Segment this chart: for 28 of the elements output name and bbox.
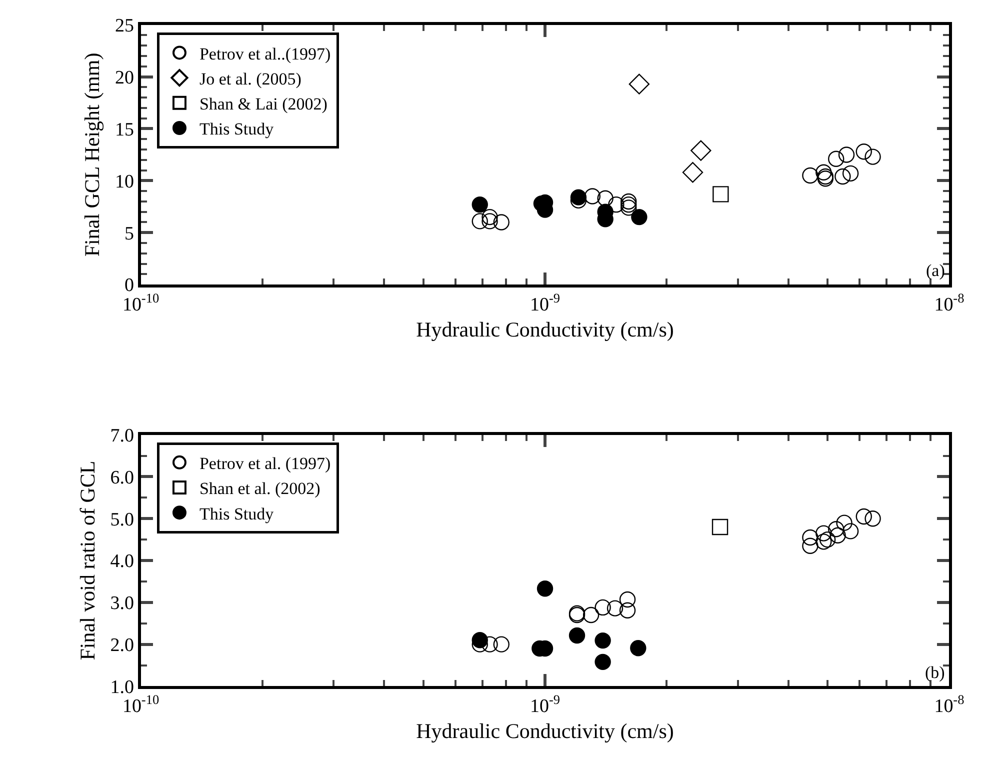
legend-label: Shan & Lai (2002) xyxy=(199,94,328,114)
legend-label: This Study xyxy=(199,504,274,524)
legend-label: Petrov et al. (1997) xyxy=(199,454,331,474)
annotation: (b) xyxy=(925,663,945,682)
legend-label: Jo et al. (2005) xyxy=(199,69,302,88)
y-tick-label: 4.0 xyxy=(110,551,134,572)
annotation: (a) xyxy=(926,261,945,280)
x-tick-label: 10$^{-9}$ xyxy=(530,290,560,316)
legend-label: Petrov et al..(1997) xyxy=(199,44,331,64)
y-tick-label: 10 xyxy=(115,171,134,192)
y-tick-label: 25 xyxy=(115,16,134,37)
x-tick-label: 10$^{-8}$ xyxy=(934,692,965,718)
y-tick-label: 5.0 xyxy=(110,509,134,530)
x-axis-title: Hydraulic Conductivity (cm/s) xyxy=(416,318,674,342)
x-tick-label: 10$^{-9}$ xyxy=(530,692,560,718)
y-tick-label: 2.0 xyxy=(110,634,134,656)
y-axis-title: Final void ratio of GCL xyxy=(75,460,100,660)
y-tick-label: 7.0 xyxy=(110,425,134,446)
y-axis-title: Final GCL Height (mm) xyxy=(80,52,104,257)
y-tick-label: 20 xyxy=(115,67,134,88)
y-tick-label: 15 xyxy=(115,119,134,140)
legend-label: This Study xyxy=(199,120,274,139)
x-axis-title: Hydraulic Conductivity (cm/s) xyxy=(416,719,674,744)
legend-label: Shan et al. (2002) xyxy=(199,479,320,498)
y-tick-label: 3.0 xyxy=(110,593,134,614)
x-tick-label: 10$^{-8}$ xyxy=(934,290,965,316)
y-tick-label: 5 xyxy=(124,223,134,244)
y-tick-label: 6.0 xyxy=(110,467,134,488)
